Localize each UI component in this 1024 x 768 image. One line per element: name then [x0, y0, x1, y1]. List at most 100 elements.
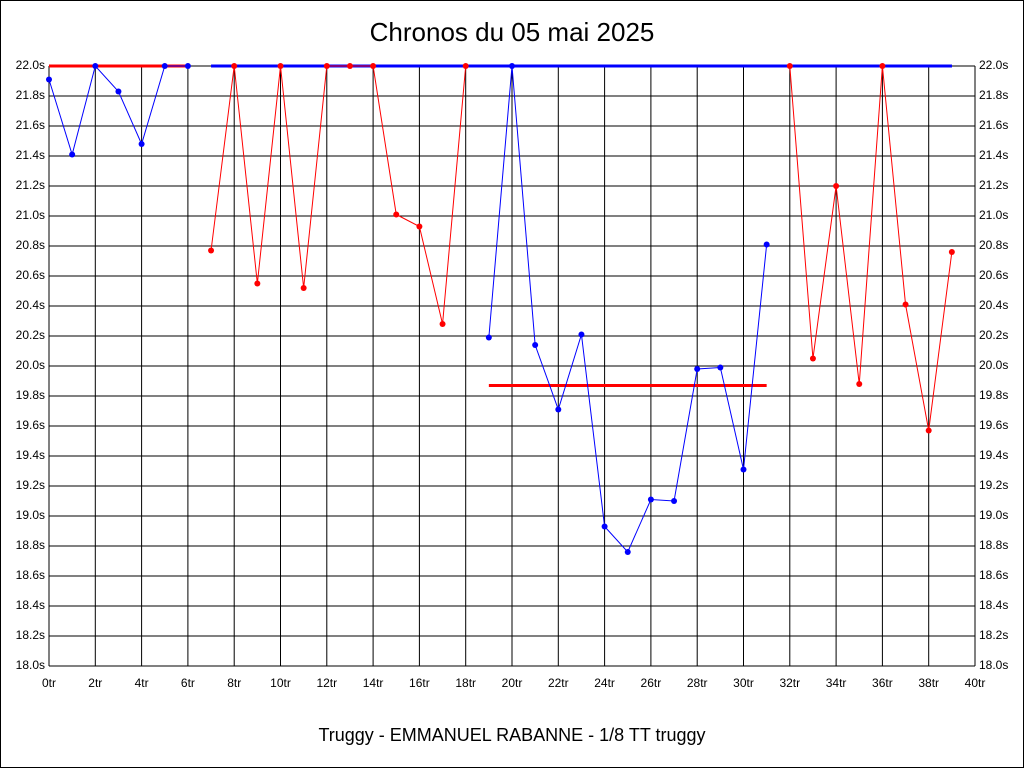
- y2-tick-label: 20.4s: [979, 298, 1008, 312]
- x-tick-label: 16tr: [409, 676, 430, 690]
- x-tick-label: 24tr: [594, 676, 615, 690]
- point: [208, 247, 215, 254]
- y-tick-label: 18.8s: [16, 538, 45, 552]
- point: [416, 223, 423, 230]
- point: [948, 249, 955, 255]
- y2-tick-label: 20.6s: [979, 268, 1008, 282]
- point: [254, 280, 261, 287]
- point: [92, 63, 99, 69]
- point: [671, 498, 678, 504]
- x-tick-label: 2tr: [88, 676, 102, 690]
- point: [717, 364, 724, 371]
- y2-tick-label: 19.4s: [979, 448, 1008, 462]
- point: [393, 211, 400, 218]
- y2-tick-label: 21.6s: [979, 118, 1008, 132]
- y2-tick-label: 22.0s: [979, 58, 1008, 72]
- point: [300, 285, 307, 291]
- y-tick-label: 22.0s: [16, 58, 45, 72]
- point: [601, 523, 608, 530]
- y-tick-label: 18.4s: [16, 598, 45, 612]
- y2-tick-label: 18.8s: [979, 538, 1008, 552]
- point: [277, 63, 284, 69]
- point: [694, 366, 701, 372]
- point: [856, 381, 863, 387]
- x-tick-label: 6tr: [181, 676, 195, 690]
- x-tick-label: 30tr: [733, 676, 754, 690]
- y-tick-label: 20.4s: [16, 298, 45, 312]
- point: [624, 549, 631, 555]
- chart-subtitle: Truggy - EMMANUEL RABANNE - 1/8 TT trugg…: [318, 725, 705, 745]
- x-tick-label: 22tr: [548, 676, 569, 690]
- x-tick-label: 20tr: [502, 676, 523, 690]
- y-tick-label: 21.6s: [16, 118, 45, 132]
- y2-tick-label: 18.2s: [979, 628, 1008, 642]
- y2-tick-label: 21.8s: [979, 88, 1008, 102]
- x-tick-label: 40tr: [965, 676, 986, 690]
- x-tick-label: 8tr: [227, 676, 241, 690]
- point: [740, 466, 747, 473]
- point: [509, 63, 515, 69]
- point: [346, 63, 353, 69]
- point: [809, 355, 816, 362]
- chart-title: Chronos du 05 mai 2025: [370, 17, 655, 47]
- y2-tick-label: 21.4s: [979, 148, 1008, 162]
- x-tick-label: 32tr: [779, 676, 800, 690]
- series-line: [789, 65, 953, 431]
- y-tick-label: 18.0s: [16, 658, 45, 672]
- x-tick-label: 26tr: [641, 676, 662, 690]
- y-tick-label: 21.2s: [16, 178, 45, 192]
- y-tick-label: 21.0s: [16, 208, 45, 222]
- point: [138, 141, 145, 147]
- y2-tick-label: 18.4s: [979, 598, 1008, 612]
- y-tick-label: 20.2s: [16, 328, 45, 342]
- point: [115, 88, 122, 95]
- y-tick-label: 21.4s: [16, 148, 45, 162]
- point: [439, 321, 446, 327]
- point: [231, 63, 238, 69]
- y-tick-label: 20.8s: [16, 238, 45, 252]
- y-tick-label: 20.6s: [16, 268, 45, 282]
- y2-tick-label: 19.6s: [979, 418, 1008, 432]
- x-tick-label: 14tr: [363, 676, 384, 690]
- x-tick-label: 12tr: [316, 676, 337, 690]
- y-tick-label: 19.6s: [16, 418, 45, 432]
- point: [902, 301, 909, 308]
- point: [161, 63, 168, 69]
- point: [925, 427, 932, 434]
- point: [323, 63, 330, 69]
- point: [763, 241, 770, 248]
- point: [46, 76, 52, 83]
- x-tick-label: 36tr: [872, 676, 893, 690]
- x-tick-label: 34tr: [826, 676, 847, 690]
- y-tick-label: 19.4s: [16, 448, 45, 462]
- x-tick-label: 38tr: [918, 676, 939, 690]
- point: [69, 151, 76, 158]
- point: [578, 331, 585, 338]
- point: [370, 63, 377, 69]
- y-tick-label: 20.0s: [16, 358, 45, 372]
- y2-tick-label: 20.2s: [979, 328, 1008, 342]
- point: [532, 342, 539, 348]
- x-tick-label: 28tr: [687, 676, 708, 690]
- x-tick-label: 18tr: [455, 676, 476, 690]
- x-tick-label: 0tr: [42, 676, 56, 690]
- y2-tick-label: 21.2s: [979, 178, 1008, 192]
- y-tick-label: 19.2s: [16, 478, 45, 492]
- y2-tick-label: 21.0s: [979, 208, 1008, 222]
- point: [647, 496, 654, 503]
- series-line: [210, 65, 467, 325]
- y2-tick-label: 19.0s: [979, 508, 1008, 522]
- point: [485, 334, 492, 341]
- y2-tick-label: 18.0s: [979, 658, 1008, 672]
- y-tick-label: 21.8s: [16, 88, 45, 102]
- point: [462, 63, 469, 69]
- y-tick-label: 18.2s: [16, 628, 45, 642]
- y2-tick-label: 19.8s: [979, 388, 1008, 402]
- x-tick-label: 4tr: [135, 676, 149, 690]
- y2-tick-label: 20.8s: [979, 238, 1008, 252]
- y2-tick-label: 19.2s: [979, 478, 1008, 492]
- point: [833, 183, 840, 189]
- y-tick-label: 18.6s: [16, 568, 45, 582]
- y-tick-label: 19.0s: [16, 508, 45, 522]
